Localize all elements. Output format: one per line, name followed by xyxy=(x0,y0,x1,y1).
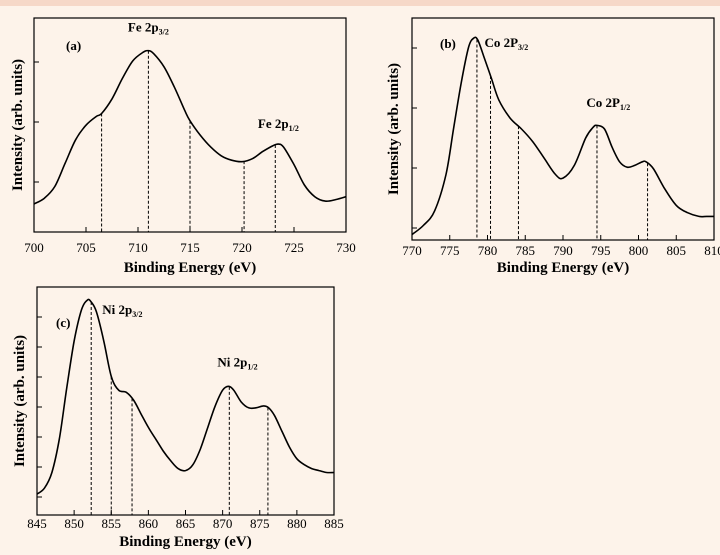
x-tick-label: 850 xyxy=(64,516,84,531)
panel-label: (b) xyxy=(440,36,456,51)
panel-label: (a) xyxy=(66,38,81,53)
peak-annotation: Ni 2p1/2 xyxy=(217,355,257,372)
x-tick-label: 845 xyxy=(27,516,47,531)
y-axis-title: Intensity (arb. units) xyxy=(10,59,26,191)
y-axis-title: Intensity (arb. units) xyxy=(12,335,28,467)
x-tick-label: 855 xyxy=(102,516,122,531)
x-tick-label: 715 xyxy=(180,240,200,255)
peak-annotation: Co 2P1/2 xyxy=(586,95,630,112)
x-axis-title: Binding Energy (eV) xyxy=(124,260,257,276)
chart-panel-1: 700 705 710 715 720 725 730 (a) Fe 2p3/2 Fe 2p1/2… xyxy=(10,17,356,276)
top-border xyxy=(0,0,720,6)
x-tick-label: 710 xyxy=(128,240,148,255)
x-tick-label: 795 xyxy=(591,243,611,258)
x-tick-label: 885 xyxy=(324,516,344,531)
peak-annotation: Fe 2p3/2 xyxy=(128,20,169,37)
plot-frame xyxy=(411,17,715,241)
x-tick-label: 880 xyxy=(287,516,307,531)
x-tick-label: 790 xyxy=(553,243,573,258)
spectrum-line xyxy=(33,49,347,205)
peak-annotation: Co 2P3/2 xyxy=(484,35,528,52)
x-axis-title: Binding Energy (eV) xyxy=(497,260,630,276)
peak-annotation: Fe 2p1/2 xyxy=(258,116,299,133)
spectrum-line xyxy=(36,298,335,495)
peak-annotation: Ni 2p3/2 xyxy=(102,302,142,319)
y-axis-title: Intensity (arb. units) xyxy=(386,63,402,195)
x-tick-label: 730 xyxy=(336,240,356,255)
x-tick-label: 775 xyxy=(440,243,460,258)
x-tick-label: 770 xyxy=(402,243,422,258)
x-tick-label: 805 xyxy=(667,243,687,258)
x-tick-label: 705 xyxy=(76,240,96,255)
x-tick-label: 720 xyxy=(232,240,252,255)
plot-frame xyxy=(36,286,335,516)
x-tick-label: 810 xyxy=(704,243,720,258)
x-tick-label: 870 xyxy=(213,516,233,531)
x-tick-label: 860 xyxy=(139,516,159,531)
x-tick-label: 780 xyxy=(478,243,498,258)
x-tick-label: 875 xyxy=(250,516,270,531)
x-tick-label: 725 xyxy=(284,240,304,255)
x-axis-title: Binding Energy (eV) xyxy=(119,534,252,550)
panel-label: (c) xyxy=(56,315,70,330)
x-tick-label: 865 xyxy=(176,516,196,531)
chart-panel-3: 845 850 855 860 865 870 875 880 885 (c) Ni 2p3/2 Ni… xyxy=(12,286,344,550)
x-tick-label: 700 xyxy=(24,240,44,255)
x-tick-label: 800 xyxy=(629,243,649,258)
chart-panel-2: 770 775 780 785 790 795 800 805 810 (b) Co 2P3/2 Co… xyxy=(386,17,720,276)
x-tick-label: 785 xyxy=(516,243,536,258)
spectrum-line xyxy=(411,36,714,236)
